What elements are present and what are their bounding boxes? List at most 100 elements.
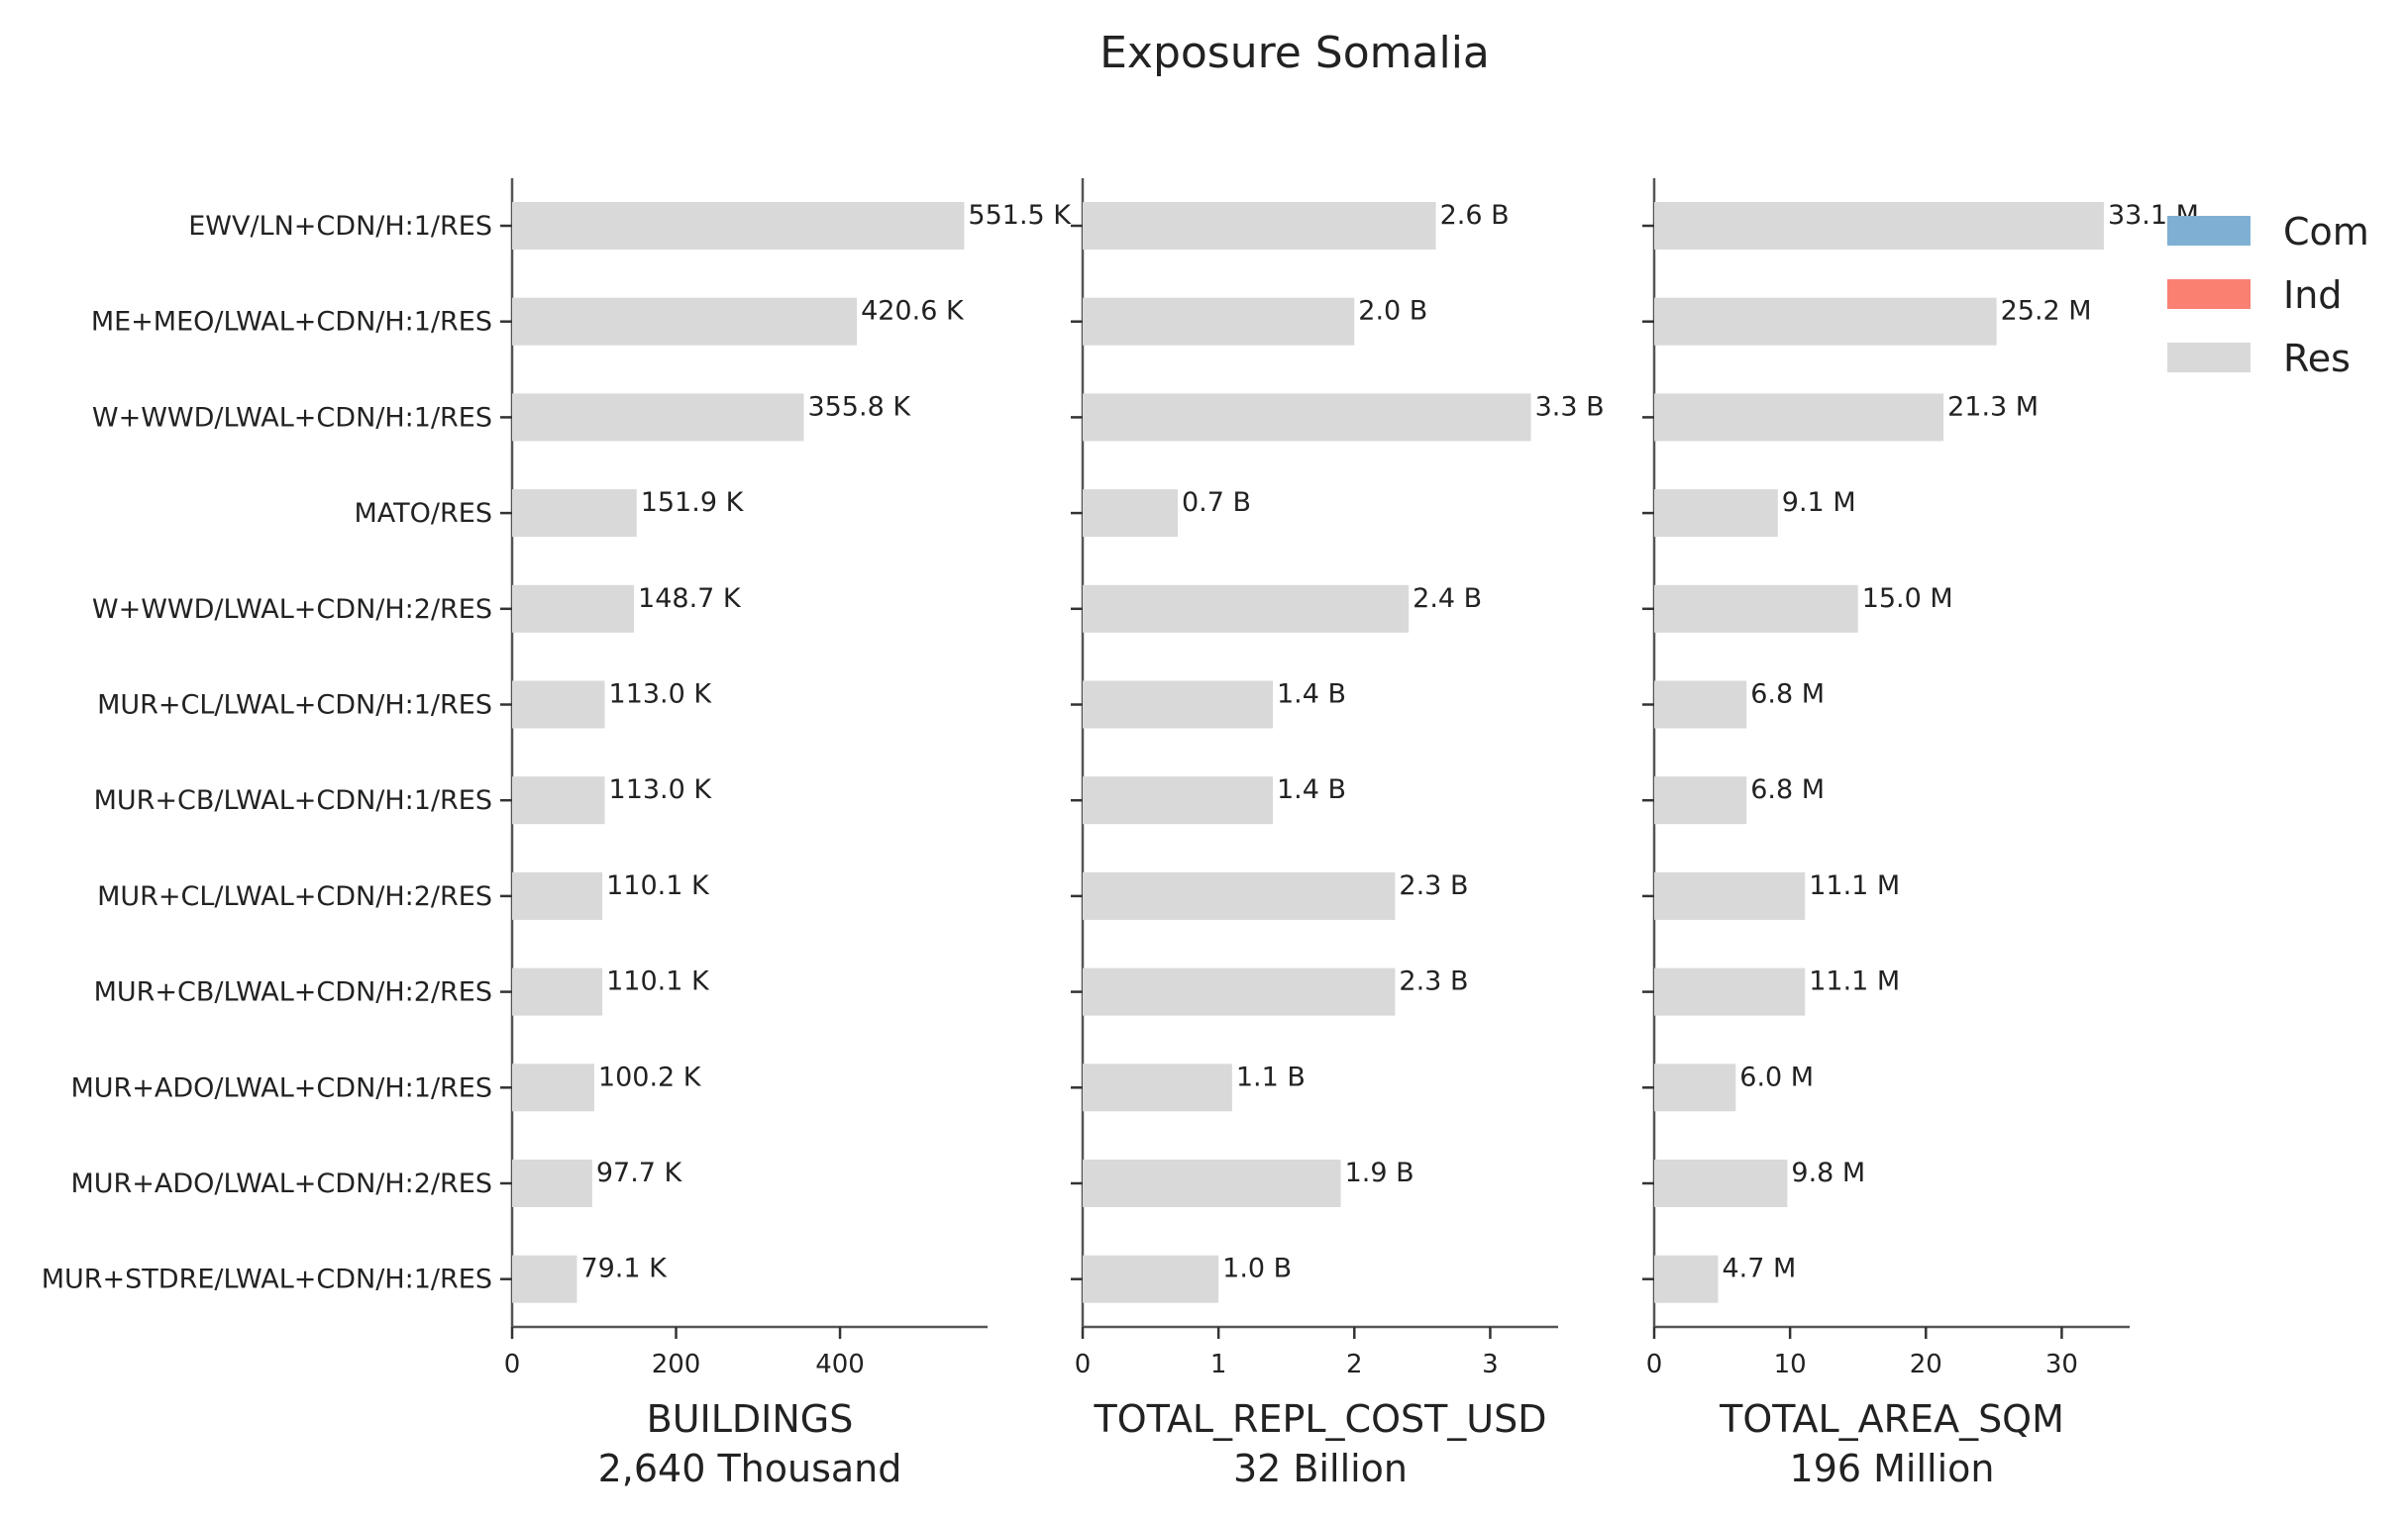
bar-value-label: 100.2 K	[598, 1062, 702, 1092]
category-label: MUR+ADO/LWAL+CDN/H:1/RES	[70, 1072, 492, 1103]
x-axis-title: BUILDINGS	[647, 1397, 854, 1441]
bar-value-label: 21.3 M	[1947, 391, 2039, 422]
bar	[512, 871, 603, 920]
bar-value-label: 3.3 B	[1535, 391, 1605, 422]
x-tick-label: 3	[1482, 1350, 1499, 1379]
bar-value-label: 15.0 M	[1862, 583, 1953, 614]
legend-swatch	[2167, 216, 2251, 246]
bar	[1083, 1064, 1232, 1112]
bar	[1654, 584, 1858, 633]
bar-value-label: 110.1 K	[606, 870, 710, 901]
category-label: MUR+ADO/LWAL+CDN/H:2/RES	[70, 1168, 492, 1199]
bar-value-label: 420.6 K	[861, 296, 965, 327]
legend-swatch	[2167, 279, 2251, 309]
category-label: ME+MEO/LWAL+CDN/H:1/RES	[91, 307, 492, 338]
bar	[512, 584, 635, 633]
x-tick-label: 0	[1075, 1350, 1092, 1379]
bar-value-label: 0.7 B	[1182, 487, 1251, 518]
legend-label: Com	[2283, 210, 2369, 254]
bar	[1654, 297, 1997, 346]
bar-value-label: 2.0 B	[1358, 296, 1427, 327]
bar	[1654, 967, 1806, 1016]
bar	[512, 680, 605, 729]
bar-value-label: 6.8 M	[1750, 679, 1825, 710]
category-label: W+WWD/LWAL+CDN/H:2/RES	[92, 594, 492, 625]
bar	[512, 776, 605, 825]
x-tick-label: 1	[1210, 1350, 1227, 1379]
bar	[512, 297, 858, 346]
bar-value-label: 25.2 M	[2001, 296, 2092, 327]
x-axis-title: TOTAL_AREA_SQM	[1719, 1397, 2064, 1441]
x-tick-label: 10	[1774, 1350, 1807, 1379]
bar	[1083, 202, 1436, 250]
bar	[1654, 1064, 1736, 1112]
bar-value-label: 6.8 M	[1750, 774, 1825, 805]
x-axis-total: 196 Million	[1790, 1447, 1995, 1490]
bar-value-label: 110.1 K	[606, 966, 710, 997]
bar	[1083, 1255, 1219, 1303]
category-label: EWV/LN+CDN/H:1/RES	[188, 211, 492, 242]
bar-value-label: 9.8 M	[1791, 1158, 1865, 1188]
bar	[1083, 967, 1396, 1016]
bar-value-label: 11.1 M	[1809, 966, 1900, 997]
category-label: MUR+STDRE/LWAL+CDN/H:1/RES	[42, 1265, 492, 1295]
bar	[512, 202, 965, 250]
legend-swatch	[2167, 343, 2251, 372]
bar	[512, 1255, 577, 1303]
bar-value-label: 6.0 M	[1739, 1062, 1814, 1092]
bar	[1083, 680, 1273, 729]
bar	[1083, 393, 1531, 442]
bar	[512, 393, 804, 442]
bar-value-label: 79.1 K	[580, 1254, 668, 1284]
bar-value-label: 355.8 K	[807, 391, 911, 422]
bar-value-label: 113.0 K	[609, 774, 713, 805]
bar	[1083, 584, 1410, 633]
bar-value-label: 1.1 B	[1236, 1062, 1306, 1092]
bar	[512, 967, 603, 1016]
x-tick-label: 400	[815, 1350, 865, 1379]
bar	[1083, 489, 1178, 538]
bar-value-label: 2.3 B	[1399, 966, 1468, 997]
bar	[1083, 297, 1355, 346]
legend-label: Ind	[2283, 273, 2342, 317]
bar	[1654, 776, 1747, 825]
bar-value-label: 1.4 B	[1277, 774, 1346, 805]
chart-title: Exposure Somalia	[1099, 28, 1490, 78]
category-label: W+WWD/LWAL+CDN/H:1/RES	[92, 402, 492, 433]
x-tick-label: 0	[504, 1350, 521, 1379]
bar	[512, 1064, 594, 1112]
x-axis-total: 2,640 Thousand	[598, 1447, 902, 1490]
x-axis-title: TOTAL_REPL_COST_USD	[1093, 1397, 1546, 1441]
bar-value-label: 1.0 B	[1222, 1254, 1292, 1284]
bar	[1654, 871, 1806, 920]
x-tick-label: 0	[1646, 1350, 1663, 1379]
legend-label: Res	[2283, 337, 2351, 380]
category-label: MUR+CL/LWAL+CDN/H:2/RES	[97, 881, 492, 912]
category-label: MUR+CB/LWAL+CDN/H:1/RES	[94, 785, 492, 816]
bar-value-label: 2.3 B	[1399, 870, 1468, 901]
bar	[1083, 776, 1273, 825]
category-label: MUR+CB/LWAL+CDN/H:2/RES	[94, 977, 492, 1008]
category-label: MATO/RES	[355, 498, 492, 529]
bar	[1654, 393, 1944, 442]
bar	[1083, 871, 1396, 920]
x-tick-label: 20	[1910, 1350, 1942, 1379]
bar-value-label: 11.1 M	[1809, 870, 1900, 901]
bar-value-label: 1.9 B	[1345, 1158, 1414, 1188]
bar-value-label: 113.0 K	[609, 679, 713, 710]
bar-value-label: 97.7 K	[596, 1158, 683, 1188]
bar-value-label: 551.5 K	[968, 200, 1072, 231]
bar	[512, 489, 637, 538]
bar	[1654, 1160, 1788, 1207]
category-label: MUR+CL/LWAL+CDN/H:1/RES	[97, 690, 492, 721]
bar	[1654, 489, 1778, 538]
bar-value-label: 1.4 B	[1277, 679, 1346, 710]
bar-value-label: 9.1 M	[1782, 487, 1856, 518]
x-axis-total: 32 Billion	[1233, 1447, 1408, 1490]
bar-value-label: 4.7 M	[1722, 1254, 1796, 1284]
bar-value-label: 151.9 K	[641, 487, 745, 518]
bar	[1654, 680, 1747, 729]
bar	[512, 1160, 592, 1207]
